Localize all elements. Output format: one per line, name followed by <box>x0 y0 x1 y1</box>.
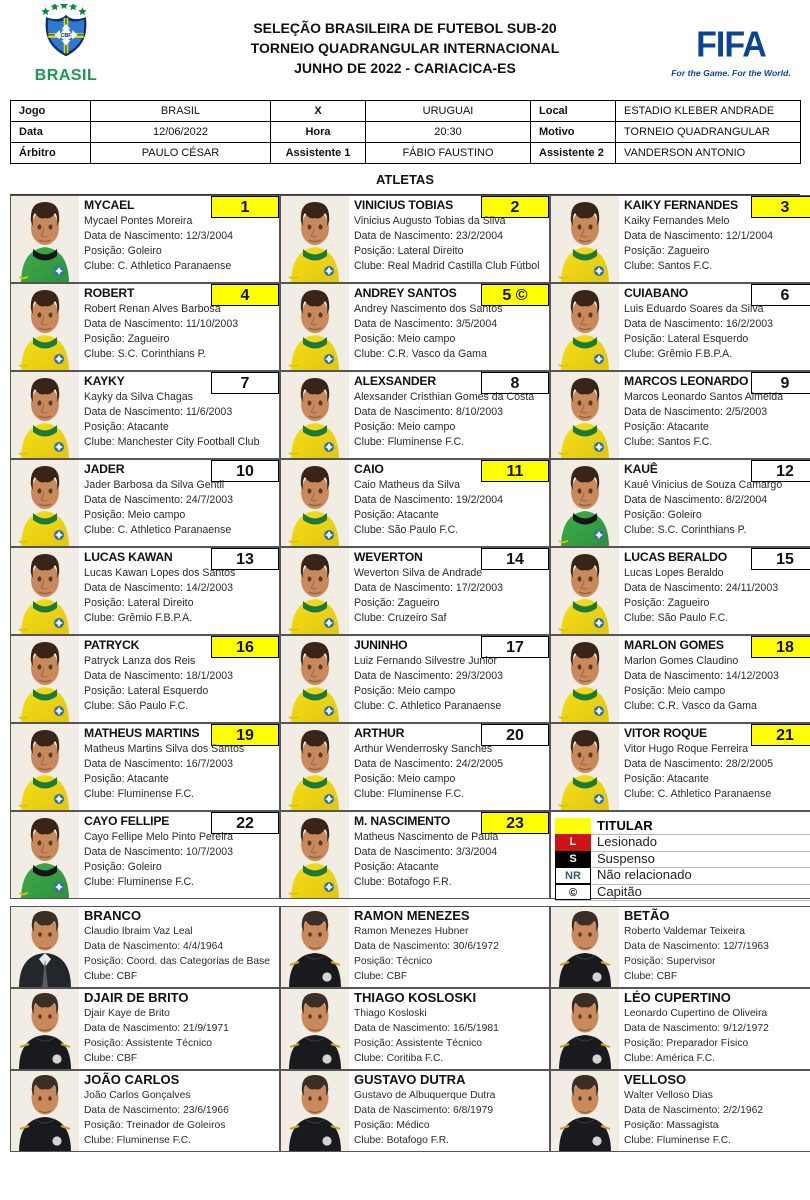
svg-text:CBF: CBF <box>60 33 72 39</box>
